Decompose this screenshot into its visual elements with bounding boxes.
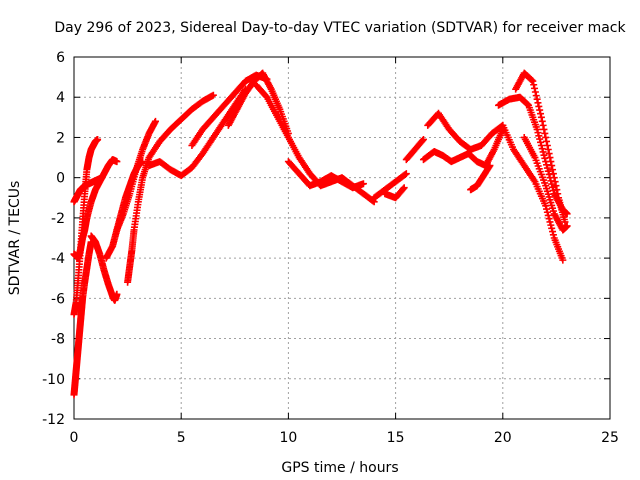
x-tick-label: 0	[70, 430, 79, 446]
x-tick-label: 20	[494, 430, 512, 446]
data-point	[537, 113, 553, 158]
data-point	[220, 90, 238, 109]
y-tick-label: -12	[42, 412, 65, 428]
y-tick-label: -8	[51, 332, 65, 348]
data-point	[510, 146, 527, 168]
data-point	[177, 164, 195, 180]
data-point	[233, 91, 249, 113]
data-point	[520, 69, 536, 84]
y-tick-label: 0	[56, 171, 65, 187]
data-point	[94, 135, 102, 143]
data-point	[486, 162, 494, 170]
data-point	[126, 248, 136, 270]
data-point	[499, 121, 516, 151]
data-point	[134, 176, 146, 206]
data-point	[91, 238, 103, 257]
data-point	[520, 133, 538, 160]
x-tick-label: 25	[601, 430, 619, 446]
data-point	[490, 127, 506, 154]
data-point	[87, 187, 99, 206]
data-point	[124, 264, 134, 286]
data-point	[100, 266, 112, 287]
data-point	[156, 127, 173, 145]
data-point	[199, 135, 216, 158]
data-point	[220, 103, 238, 125]
data-point	[113, 290, 121, 298]
data-point	[482, 147, 497, 170]
data-point	[98, 174, 106, 182]
data-point	[121, 183, 133, 202]
plot-frame	[73, 56, 611, 420]
data-point	[546, 154, 562, 198]
data-point	[113, 211, 125, 234]
data-point	[81, 266, 91, 286]
data-point	[70, 380, 79, 399]
x-tick-label: 10	[279, 430, 297, 446]
data-point	[274, 113, 291, 139]
data-point	[113, 158, 121, 166]
data-point	[533, 125, 549, 162]
data-point	[284, 133, 302, 160]
data-point	[559, 256, 567, 264]
data-point	[525, 101, 540, 131]
data-point	[542, 202, 557, 239]
data-point	[209, 91, 217, 99]
data-point	[188, 151, 206, 172]
data-point	[531, 178, 549, 207]
data-point	[529, 77, 545, 118]
data-point	[151, 117, 159, 125]
y-tick-label: -4	[51, 251, 65, 267]
y-tick-label: 6	[56, 50, 65, 66]
data-point	[70, 300, 80, 318]
data-point	[359, 180, 367, 188]
data-point	[284, 158, 302, 176]
data-point	[267, 85, 283, 111]
data-point	[130, 201, 142, 234]
y-tick-label: -6	[51, 291, 65, 307]
data-point	[231, 78, 248, 97]
y-tick-label: -2	[51, 211, 65, 227]
y-axis-title: SDTVAR / TECUs	[7, 181, 23, 296]
x-tick-label: 5	[177, 430, 186, 446]
axis-ticks: 0 5 10 15 20 25 -12 -10 -8 -6 -4 -2 0 2 4 6	[42, 50, 619, 446]
data-point	[83, 251, 93, 272]
x-tick-label: 15	[387, 430, 405, 446]
y-tick-label: 2	[56, 130, 65, 146]
data-point	[145, 139, 163, 162]
data-point	[259, 69, 274, 92]
data-point	[400, 184, 408, 192]
data-point	[263, 93, 281, 119]
data-point	[563, 222, 571, 230]
data-point	[349, 180, 366, 192]
data-point	[177, 106, 195, 123]
data-point	[295, 154, 313, 176]
data-point	[531, 154, 549, 187]
y-tick-label: -10	[42, 372, 65, 388]
data-point	[128, 228, 138, 254]
data-point	[550, 234, 566, 262]
data-point	[392, 170, 409, 186]
data-point	[473, 173, 487, 190]
data-point	[117, 195, 129, 218]
y-tick-label: 4	[56, 90, 65, 106]
data-point	[81, 215, 91, 234]
data-point	[402, 170, 410, 178]
data-points	[70, 69, 571, 399]
data-point	[563, 210, 571, 218]
x-axis-title: GPS time / hours	[281, 460, 398, 476]
data-point	[73, 344, 82, 363]
chart-title: Day 296 of 2023, Sidereal Day-to-day VTE…	[54, 20, 626, 36]
data-point	[419, 135, 427, 143]
